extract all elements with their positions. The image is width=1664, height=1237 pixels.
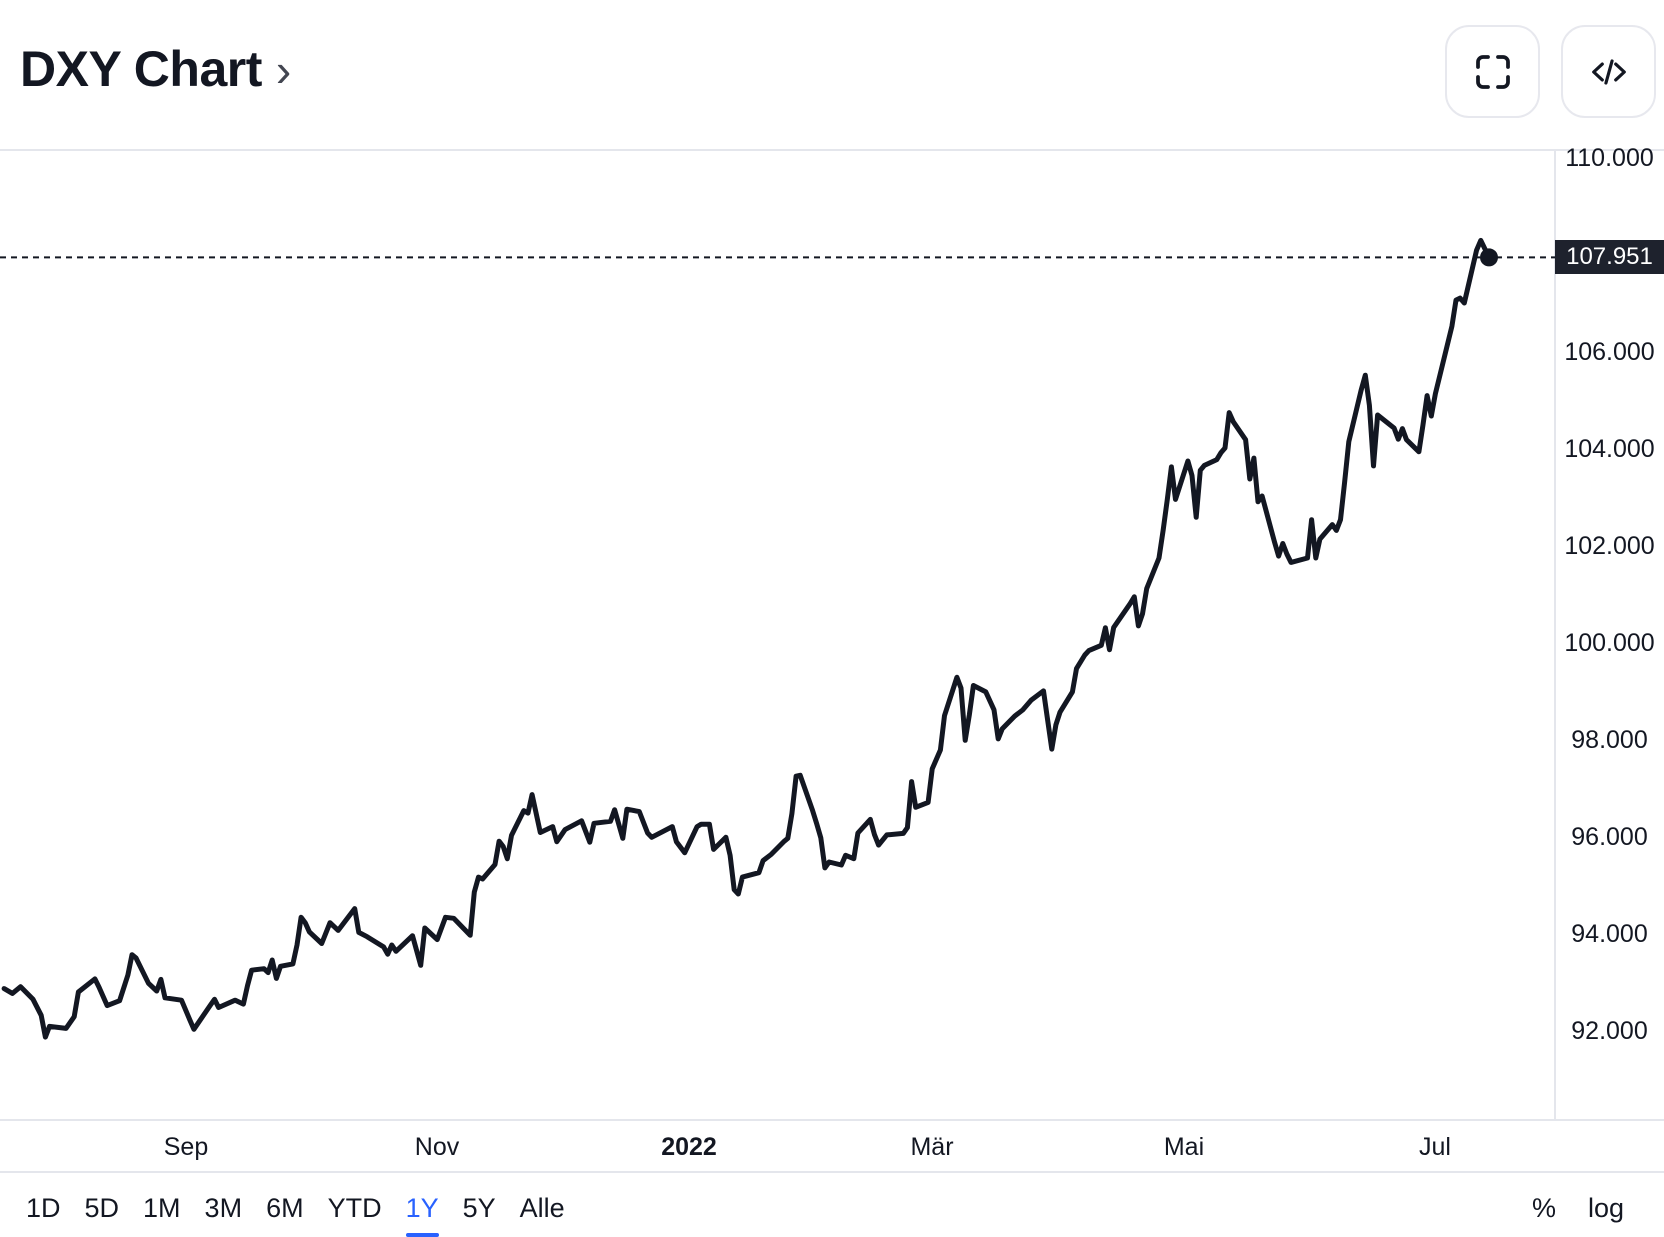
range-button-5y[interactable]: 5Y <box>462 1193 496 1223</box>
header: DXY Chart › <box>0 0 1664 150</box>
y-axis-label: 92.000 <box>1571 1017 1648 1045</box>
range-button-1d[interactable]: 1D <box>26 1193 61 1223</box>
x-axis-label: 2022 <box>661 1133 717 1161</box>
page-title: DXY Chart <box>20 41 262 97</box>
code-icon <box>1591 58 1626 85</box>
range-button-6m[interactable]: 6M <box>266 1193 304 1223</box>
x-axis-label: Nov <box>414 1133 460 1161</box>
scale-toggles: % log <box>1516 1185 1640 1231</box>
price-line <box>1 237 1492 1040</box>
range-selector: 1D 5D 1M 3M 6M YTD 1Y 5Y Alle <box>14 1185 577 1237</box>
range-button-1y[interactable]: 1Y <box>394 1185 451 1237</box>
range-button-1m[interactable]: 1M <box>143 1193 181 1223</box>
last-price-dot <box>1480 248 1498 267</box>
range-button-5d[interactable]: 5D <box>84 1193 120 1223</box>
x-axis-label: Mai <box>1163 1133 1205 1161</box>
log-scale-button[interactable]: log <box>1587 1193 1624 1223</box>
range-button-ytd[interactable]: YTD <box>327 1193 382 1223</box>
fullscreen-button[interactable] <box>1445 25 1540 118</box>
chart-title-link[interactable]: DXY Chart › <box>20 40 291 98</box>
fullscreen-icon <box>1475 54 1510 89</box>
range-button-3m[interactable]: 3M <box>204 1193 243 1223</box>
y-axis-label: 106.000 <box>1564 338 1655 366</box>
y-axis-label: 94.000 <box>1571 920 1648 948</box>
embed-code-button[interactable] <box>1561 25 1656 118</box>
chevron-right-icon: › <box>275 44 292 96</box>
percent-scale-button[interactable]: % <box>1531 1193 1556 1223</box>
y-axis-label: 104.000 <box>1564 435 1655 463</box>
y-axis-label: 100.000 <box>1564 629 1655 657</box>
x-axis-label: Jul <box>1419 1133 1451 1161</box>
x-axis-label: Sep <box>163 1133 209 1161</box>
y-axis-label: 110.000 <box>1565 144 1654 172</box>
y-axis-label: 102.000 <box>1564 532 1655 560</box>
range-button-alle[interactable]: Alle <box>519 1193 565 1223</box>
toolbar-divider <box>0 1171 1664 1173</box>
last-price-badge: 107.951 <box>1555 240 1664 274</box>
x-axis-label: Mär <box>910 1133 954 1161</box>
y-axis-label: 98.000 <box>1571 726 1648 754</box>
range-toolbar: 1D 5D 1M 3M 6M YTD 1Y 5Y Alle % log <box>0 1180 1664 1237</box>
y-axis-label: 96.000 <box>1571 823 1648 851</box>
